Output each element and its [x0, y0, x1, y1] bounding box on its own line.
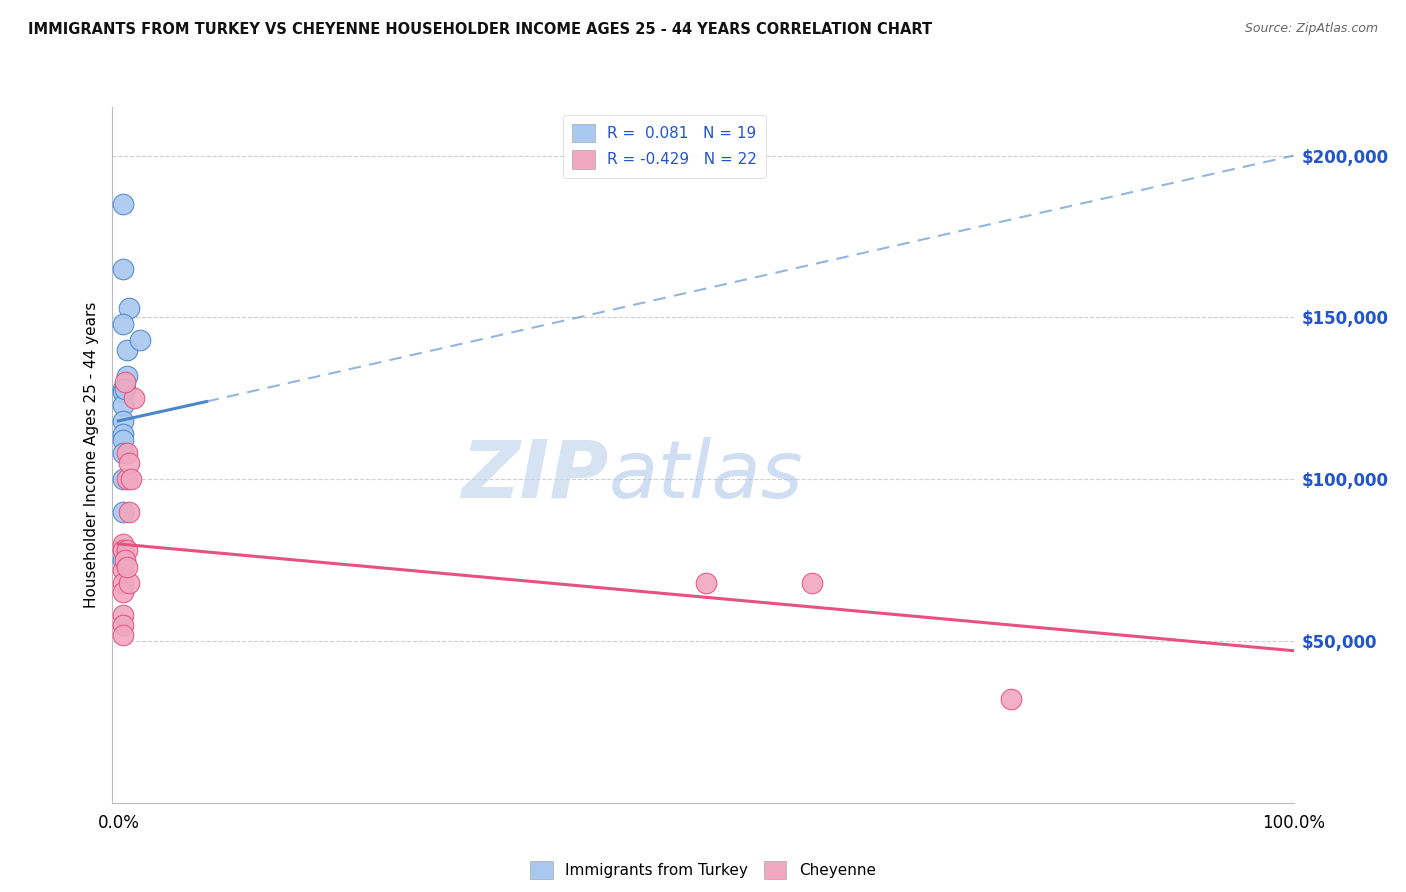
Point [112, 537, 135, 551]
Text: Source: ZipAtlas.com: Source: ZipAtlas.com [1244, 22, 1378, 36]
Point [112, 384, 135, 399]
Legend: Immigrants from Turkey, Cheyenne: Immigrants from Turkey, Cheyenne [524, 855, 882, 886]
Point [112, 317, 135, 331]
Point [115, 559, 138, 574]
Point [112, 617, 135, 632]
Point [112, 261, 135, 276]
Point [115, 543, 138, 558]
Point [115, 343, 138, 357]
Text: IMMIGRANTS FROM TURKEY VS CHEYENNE HOUSEHOLDER INCOME AGES 25 - 44 YEARS CORRELA: IMMIGRANTS FROM TURKEY VS CHEYENNE HOUSE… [28, 22, 932, 37]
Point [114, 553, 136, 567]
Point [118, 301, 141, 315]
Point [128, 333, 150, 347]
Point [120, 472, 142, 486]
Point [112, 608, 135, 623]
Point [122, 392, 145, 406]
Point [800, 575, 823, 590]
Point [112, 563, 135, 577]
Y-axis label: Householder Income Ages 25 - 44 years: Householder Income Ages 25 - 44 years [83, 301, 98, 608]
Text: ZIP: ZIP [461, 437, 609, 515]
Point [112, 197, 135, 211]
Point [118, 575, 141, 590]
Point [112, 426, 135, 441]
Point [112, 543, 135, 558]
Point [112, 472, 135, 486]
Point [115, 446, 138, 460]
Point [112, 446, 135, 460]
Point [112, 627, 135, 641]
Point [112, 434, 135, 448]
Point [115, 368, 138, 383]
Point [112, 575, 135, 590]
Point [112, 504, 135, 518]
Point [115, 472, 138, 486]
Point [112, 382, 135, 396]
Point [112, 543, 135, 558]
Point [112, 585, 135, 599]
Point [114, 375, 136, 389]
Point [695, 575, 717, 590]
Point [112, 414, 135, 428]
Text: atlas: atlas [609, 437, 803, 515]
Point [118, 504, 141, 518]
Point [118, 456, 141, 470]
Point [112, 398, 135, 412]
Point [1000, 692, 1022, 706]
Point [112, 553, 135, 567]
Point [114, 382, 136, 396]
